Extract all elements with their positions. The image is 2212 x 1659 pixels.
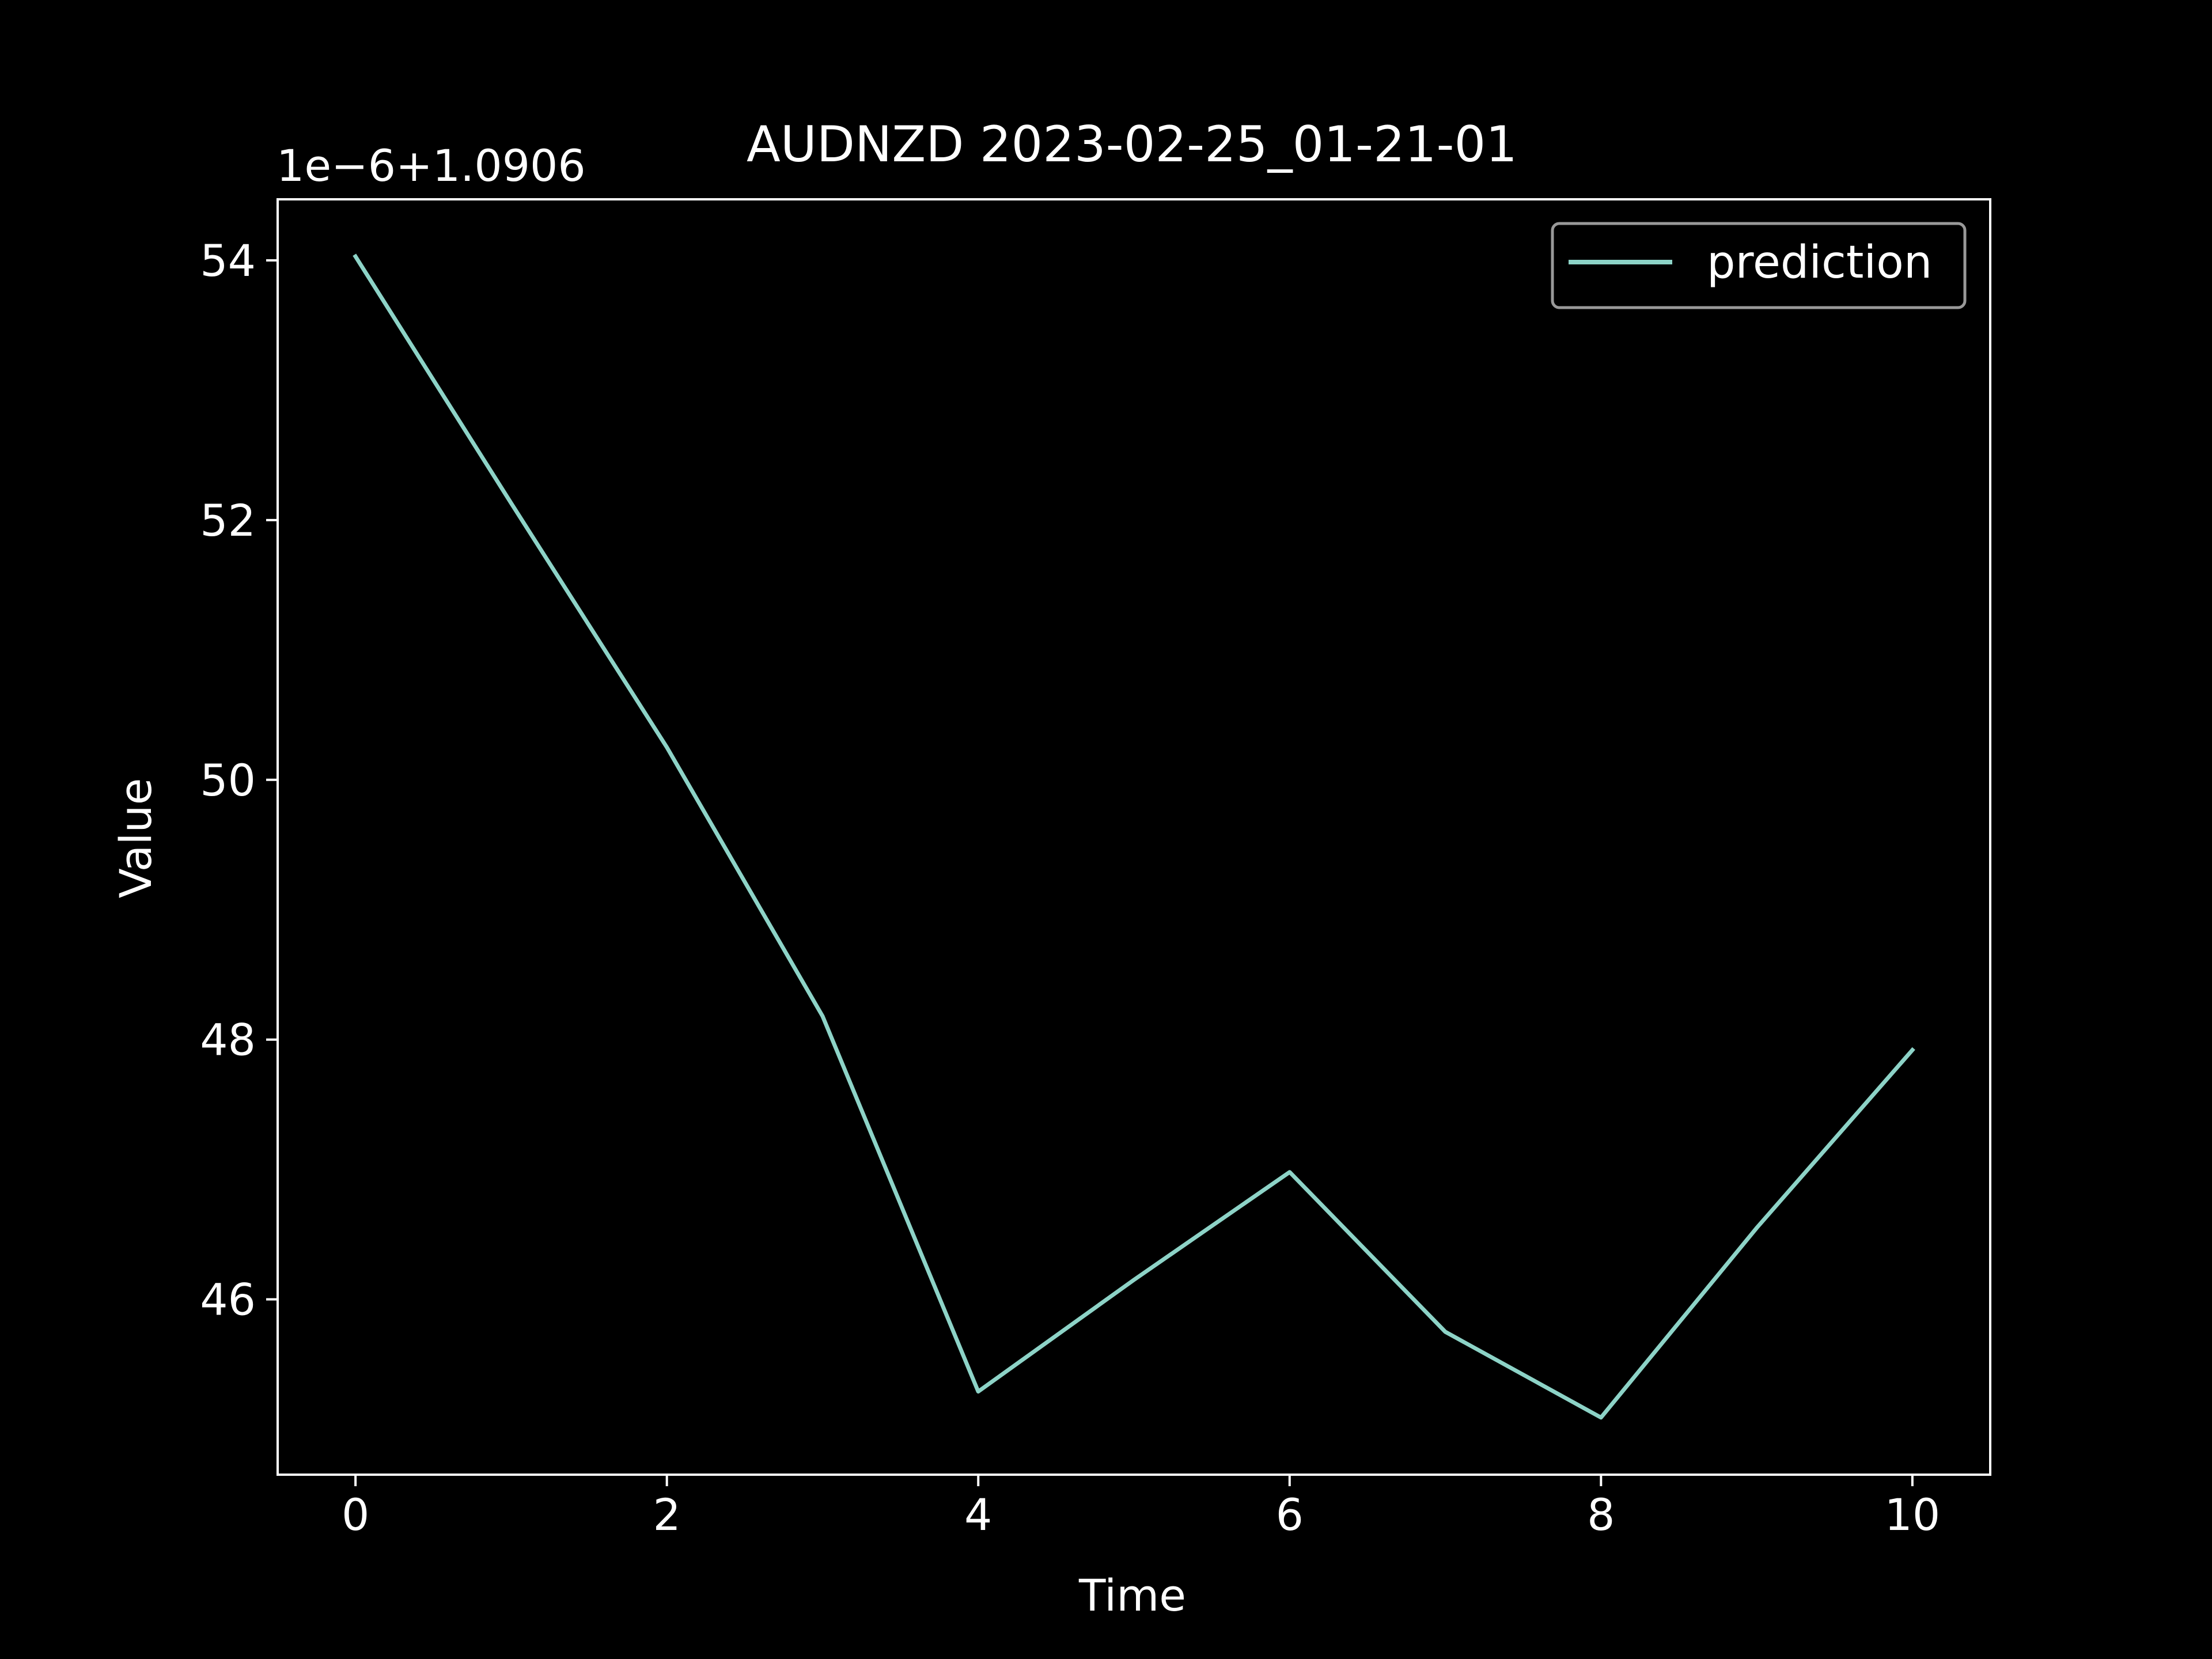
y-tick-label: 48	[200, 1014, 256, 1066]
x-tick-label: 10	[1885, 1489, 1941, 1540]
y-axis-offset-label: 1e−6+1.0906	[276, 140, 586, 191]
plot-frame	[276, 198, 1991, 1476]
legend-entry-prediction: prediction	[1707, 237, 1932, 289]
x-axis-ticks: 0 2 4 6 8 10	[342, 1475, 1940, 1540]
x-tick-label: 2	[653, 1489, 681, 1540]
y-axis-label: Value	[110, 778, 161, 899]
y-tick-label: 50	[200, 755, 256, 806]
legend: prediction	[1551, 222, 1967, 309]
y-tick-label: 52	[200, 495, 256, 546]
legend-box	[1551, 222, 1967, 309]
x-tick-label: 4	[964, 1489, 992, 1540]
x-tick-label: 0	[342, 1489, 369, 1540]
series-line-prediction	[353, 253, 1915, 1420]
x-tick-label: 8	[1587, 1489, 1615, 1540]
y-axis-ticks: 46 48 50 52 54	[200, 235, 278, 1325]
y-tick-label: 54	[200, 235, 256, 286]
plot-area	[353, 253, 1915, 1420]
y-tick-label: 46	[200, 1274, 256, 1325]
chart-title: AUDNZD 2023-02-25_01-21-01	[747, 116, 1517, 173]
x-tick-label: 6	[1276, 1489, 1304, 1540]
x-axis-label: Time	[1078, 1570, 1186, 1621]
